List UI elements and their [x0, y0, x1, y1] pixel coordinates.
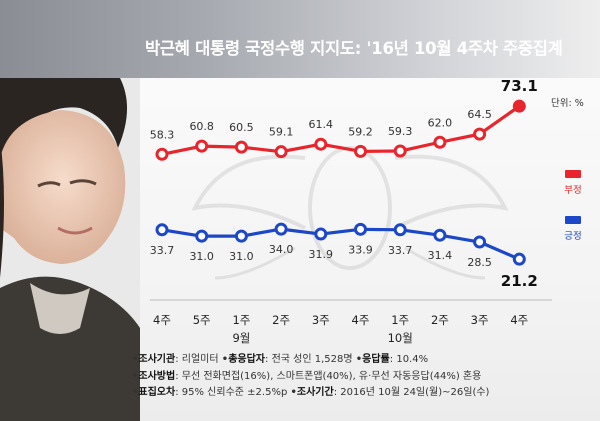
data-point-positive — [354, 222, 367, 236]
footnote-value: 10.4% — [396, 354, 429, 365]
portrait-image — [0, 78, 140, 421]
footnote-line-2: •조사방법: 무선 전화면접(16%), 스마트폰앱(40%), 유·무선 자동… — [132, 370, 482, 382]
data-point-positive — [393, 223, 407, 237]
data-point-negative — [393, 144, 407, 158]
footnote-value: 무선 전화면접(16%), 스마트폰앱(40%), 유·무선 자동응답(44%)… — [181, 370, 482, 382]
data-label-positive: 31.4 — [428, 249, 453, 262]
x-tick-label: 3주 — [471, 313, 489, 327]
x-tick-label: 2주 — [272, 313, 290, 327]
data-point-positive — [473, 235, 487, 249]
footnote-label: 표집오차 — [138, 387, 176, 398]
x-tick-label: 1주 — [232, 313, 250, 327]
legend-label-negative: 부정 — [564, 185, 581, 196]
x-tick-label: 4주 — [352, 313, 370, 327]
legend-label-positive: 긍정 — [564, 231, 581, 242]
data-label-positive: 31.0 — [229, 250, 254, 263]
data-label-negative: 60.5 — [229, 121, 254, 134]
data-label-negative: 61.4 — [309, 118, 334, 131]
data-point-negative — [155, 147, 169, 161]
month-label: 9월 — [232, 331, 250, 345]
data-point-positive — [314, 227, 328, 241]
data-point-negative — [195, 139, 209, 153]
data-point-negative — [354, 144, 367, 158]
data-point-positive — [274, 222, 288, 236]
data-label-positive: 33.7 — [388, 244, 413, 257]
x-tick-label: 2주 — [431, 313, 449, 327]
data-label-positive: 31.0 — [189, 250, 214, 263]
data-label-negative: 64.5 — [467, 108, 492, 121]
footnote-label: 조사기간 — [296, 387, 334, 398]
month-label: 10월 — [388, 331, 413, 345]
x-tick-label: 4주 — [510, 313, 528, 327]
data-point-negative — [274, 145, 288, 159]
footnote-label: 총응답자 — [228, 354, 265, 365]
footnote-label: 조사방법 — [138, 370, 176, 382]
x-tick-label: 5주 — [193, 313, 211, 327]
data-point-negative — [473, 127, 487, 141]
data-label-positive: 33.7 — [150, 244, 175, 257]
footnote-line-1: •조사기관: 리얼미터 •총응답자: 전국 성인 1,528명 •응답률: 10… — [132, 354, 429, 365]
footnote-label: 조사기관 — [138, 354, 176, 365]
emblem-watermark — [191, 146, 509, 280]
data-point-positive — [512, 252, 526, 266]
series-line-negative — [161, 104, 521, 156]
survey-footnote: •조사기관: 리얼미터 •총응답자: 전국 성인 1,528명 •응답률: 10… — [132, 352, 592, 402]
data-label-negative: 62.0 — [428, 116, 453, 129]
data-label-negative: 60.8 — [189, 120, 214, 133]
title-bar — [0, 0, 600, 78]
data-label-negative: 59.2 — [348, 125, 373, 138]
footnote-value: 2016년 10월 24일(월)~26일(수) — [340, 387, 490, 398]
footnote-value: 리얼미터 — [181, 354, 219, 365]
data-point-positive — [195, 229, 209, 243]
data-point-positive — [433, 228, 447, 242]
data-point-negative — [512, 99, 526, 113]
data-point-negative — [314, 137, 328, 151]
data-point-negative — [433, 135, 447, 149]
chart-title: 박근혜 대통령 국정수행 지지도: '16년 10월 4주차 주중집계 — [145, 39, 563, 58]
series-line-positive — [161, 227, 520, 261]
data-label-positive: 21.2 — [501, 272, 538, 290]
legend-swatch-positive — [565, 216, 581, 224]
data-label-negative: 58.3 — [150, 128, 175, 141]
data-label-negative: 59.1 — [269, 126, 294, 139]
legend-swatch-negative — [565, 170, 581, 178]
footnote-value: 전국 성인 1,528명 — [271, 354, 353, 365]
data-label-negative: 59.3 — [388, 125, 413, 138]
data-label-positive: 34.0 — [269, 243, 294, 256]
x-tick-label: 4주 — [153, 313, 171, 327]
data-point-positive — [155, 223, 169, 237]
footnote-line-3: •표집오차: 95% 신뢰수준 ±2.5%p •조사기간: 2016년 10월 … — [132, 387, 490, 398]
data-label-positive: 33.9 — [348, 243, 373, 256]
data-point-negative — [234, 140, 248, 154]
footnote-label: 응답률 — [362, 354, 390, 365]
data-point-positive — [234, 229, 248, 243]
data-label-negative: 73.1 — [501, 77, 538, 95]
x-tick-label: 1주 — [391, 313, 409, 327]
data-label-positive: 28.5 — [467, 256, 492, 269]
footnote-value: 95% 신뢰수준 ±2.5%p — [181, 387, 288, 398]
data-label-positive: 31.9 — [309, 248, 334, 261]
x-tick-label: 3주 — [312, 313, 330, 327]
unit-label: 단위: % — [551, 98, 584, 109]
